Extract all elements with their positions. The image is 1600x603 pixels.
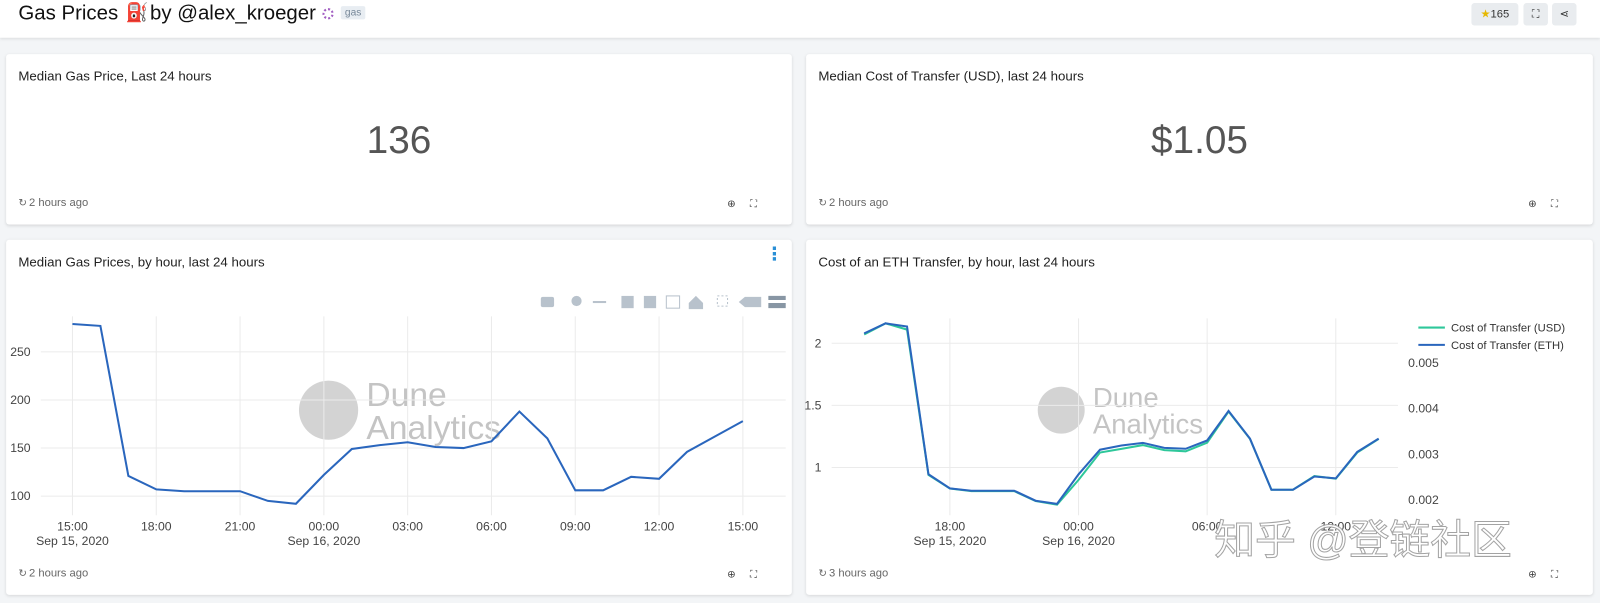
chart-card: Median Gas Prices, by hour, last 24 hour…	[6, 239, 792, 595]
card-icons[interactable]: ⊕⛶	[727, 198, 772, 211]
header-bar: Gas Prices ⛽ by @alex_kroeger gas ★165 ⛶…	[0, 0, 1600, 38]
chart-card: Cost of an ETH Transfer, by hour, last 2…	[806, 239, 1593, 595]
card-title: Median Gas Price, Last 24 hours	[18, 68, 212, 84]
byline[interactable]: by @alex_kroeger	[149, 2, 316, 25]
card-title: Median Cost of Transfer (USD), last 24 h…	[818, 68, 1084, 84]
menu-button[interactable]: ⋮	[765, 243, 784, 265]
star-button[interactable]: ★165	[1471, 3, 1519, 26]
card-icons[interactable]: ⊕⛶	[727, 569, 772, 581]
counter-value: $1.05	[1150, 119, 1248, 163]
updated-time: 3 hours ago	[818, 567, 888, 579]
tag[interactable]: gas	[340, 6, 366, 20]
fullscreen-button[interactable]: ⛶	[1523, 3, 1548, 26]
card-icons[interactable]: ⊕⛶	[1528, 198, 1573, 211]
counter-value: 136	[366, 119, 432, 163]
title-icon: ⛽	[125, 2, 149, 23]
chart-title: Median Gas Prices, by hour, last 24 hour…	[18, 254, 265, 270]
updated-time: 2 hours ago	[18, 197, 88, 209]
chart-title: Cost of an ETH Transfer, by hour, last 2…	[818, 254, 1095, 270]
updated-time: 2 hours ago	[18, 567, 88, 579]
card-icons[interactable]: ⊕⛶	[1528, 569, 1573, 581]
star-icon: ★	[1480, 8, 1491, 21]
counter-card: Median Gas Price, Last 24 hours 136 2 ho…	[6, 54, 792, 225]
share-button[interactable]: ⋖	[1552, 3, 1577, 26]
star-count: 165	[1490, 8, 1510, 21]
counter-card: Median Cost of Transfer (USD), last 24 h…	[806, 54, 1593, 225]
updated-time: 2 hours ago	[818, 197, 888, 209]
dashboard-title: Gas Prices	[18, 2, 119, 25]
author-badge	[322, 8, 334, 20]
